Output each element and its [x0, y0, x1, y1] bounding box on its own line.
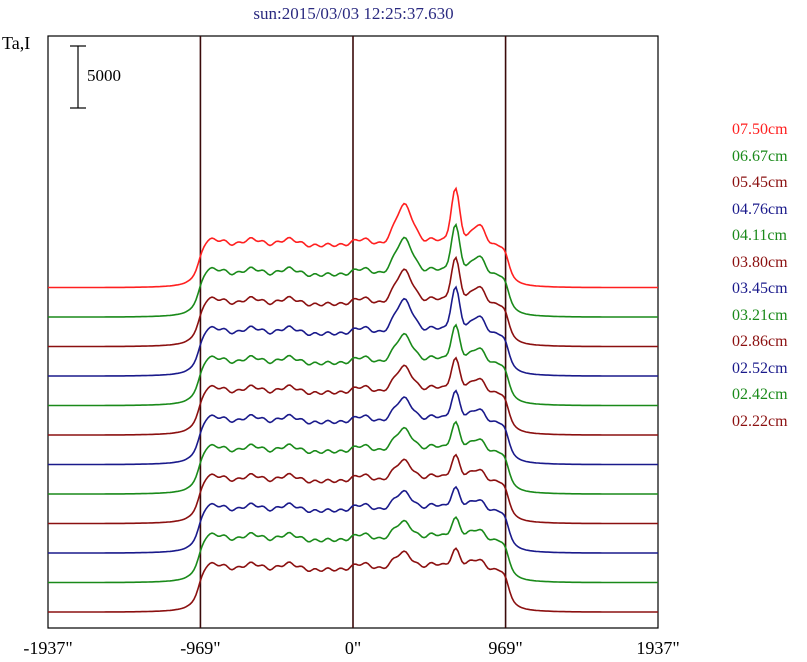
- y-axis-label: Ta,I: [2, 33, 31, 53]
- legend-entry: 05.45cm: [732, 174, 788, 191]
- series-line-03.21cm: [48, 420, 658, 495]
- series-line-03.80cm: [48, 356, 658, 436]
- series-line-06.67cm: [48, 222, 658, 318]
- legend-entry: 04.76cm: [732, 200, 788, 218]
- series-line-07.50cm: [48, 186, 658, 289]
- legend-entry: 06.67cm: [732, 147, 788, 165]
- chart-title: sun:2015/03/03 12:25:37.630: [253, 4, 454, 23]
- x-tick-label: 969": [488, 638, 523, 658]
- x-tick-label: -969": [180, 638, 221, 658]
- x-tick-label: 0": [344, 638, 362, 658]
- x-tick-label: -1937": [23, 638, 73, 658]
- legend: 07.50cm 06.67cm 05.45cm 04.76cm 04.11cm 03.80…: [732, 120, 788, 438]
- legend-entry: 03.80cm: [732, 253, 788, 271]
- series-line-02.86cm: [48, 453, 658, 525]
- series-line-02.42cm: [48, 515, 658, 584]
- series-line-03.45cm: [48, 389, 658, 466]
- legend-entry: 07.50cm: [732, 121, 788, 138]
- x-tick-label: 1937": [636, 638, 680, 658]
- legend-entry: 02.22cm: [732, 412, 788, 430]
- legend-entry: 03.45cm: [732, 280, 788, 297]
- legend-entry: 02.86cm: [732, 333, 788, 350]
- series-line-04.11cm: [48, 323, 658, 407]
- legend-entry: 02.42cm: [732, 386, 788, 403]
- series-line-02.22cm: [48, 547, 658, 613]
- legend-entry: 04.11cm: [732, 227, 787, 244]
- scale-bar-label: 5000: [87, 66, 121, 85]
- series-line-04.76cm: [48, 285, 658, 377]
- legend-entry: 02.52cm: [732, 359, 788, 377]
- series-line-05.45cm: [48, 255, 658, 348]
- series-line-02.52cm: [48, 485, 658, 554]
- legend-entry: 03.21cm: [732, 306, 788, 324]
